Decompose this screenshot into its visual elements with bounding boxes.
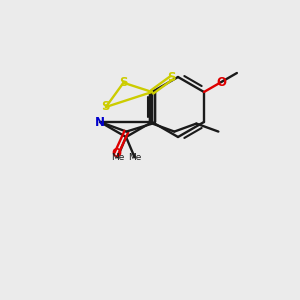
Text: O: O (111, 147, 122, 160)
Text: O: O (216, 76, 226, 88)
Text: Me: Me (128, 153, 141, 162)
Text: S: S (119, 76, 128, 89)
Text: Me: Me (111, 153, 124, 162)
Text: N: N (95, 116, 105, 128)
Text: S: S (167, 71, 176, 84)
Text: S: S (102, 100, 110, 113)
